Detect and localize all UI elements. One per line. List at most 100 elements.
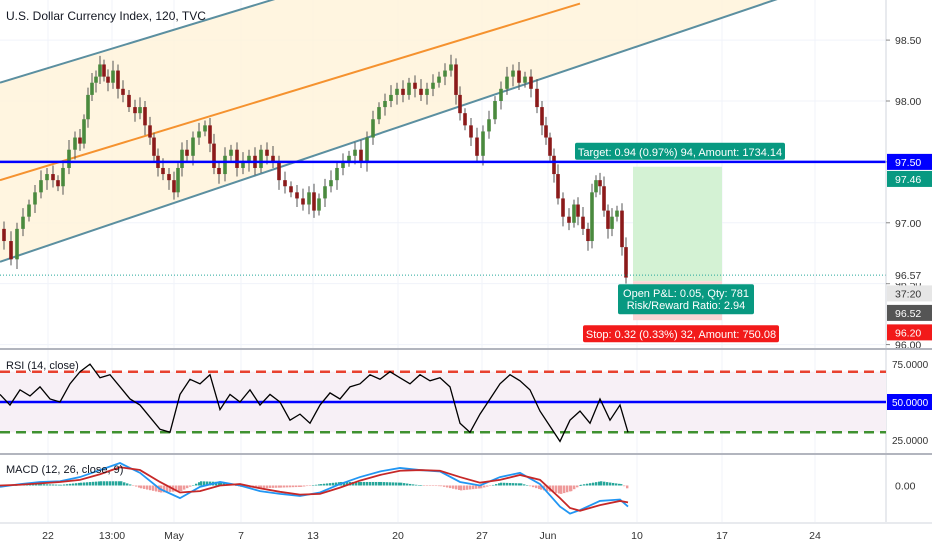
macd-histogram-bar	[189, 485, 192, 487]
candle-body	[341, 161, 345, 168]
rsi-tick-label: 75.0000	[892, 360, 929, 371]
candle-body	[407, 82, 411, 95]
macd-histogram-bar	[72, 483, 75, 486]
macd-histogram-bar	[383, 482, 386, 486]
macd-histogram-bar	[309, 485, 312, 486]
macd-histogram-bar	[555, 485, 558, 493]
macd-histogram-bar	[432, 485, 435, 486]
candle-body	[121, 88, 125, 95]
macd-histogram-bar	[35, 484, 38, 486]
macd-histogram-bar	[149, 485, 152, 491]
candle-body	[223, 155, 227, 175]
candle-body	[419, 88, 423, 95]
macd-histogram-bar	[258, 485, 261, 489]
macd-histogram-bar	[180, 485, 183, 492]
svg-text:Open P&L: 0.05, Qty: 781: Open P&L: 0.05, Qty: 781	[623, 288, 749, 300]
macd-histogram-bar	[532, 485, 535, 488]
macd-histogram-bar	[452, 485, 455, 489]
macd-histogram-bar	[412, 484, 415, 486]
candle-body	[61, 167, 65, 187]
candle-body	[51, 174, 55, 181]
macd-histogram-bar	[303, 485, 306, 487]
target-label: Target: 0.94 (0.97%) 94, Amount: 1734.14	[575, 142, 785, 160]
macd-histogram-bar	[429, 485, 432, 486]
time-tick-label: 17	[716, 530, 728, 542]
candle-body	[307, 192, 311, 205]
macd-histogram-bar	[458, 485, 461, 490]
macd-histogram-bar	[178, 485, 181, 492]
candle-body	[548, 137, 552, 156]
macd-histogram-bar	[106, 481, 109, 486]
macd-histogram-bar	[203, 481, 206, 486]
macd-histogram-bar	[518, 483, 521, 486]
candle-body	[395, 88, 399, 95]
candle-body	[82, 119, 86, 144]
macd-histogram-bar	[55, 484, 58, 486]
candle-body	[606, 210, 610, 229]
macd-histogram-bar	[195, 483, 198, 486]
candle-body	[102, 64, 106, 77]
macd-histogram-bar	[395, 482, 398, 486]
candle-body	[289, 186, 293, 193]
candle-body	[481, 131, 485, 156]
macd-histogram-bar	[589, 483, 592, 486]
price-axis-tag: 97.50	[887, 153, 932, 170]
macd-histogram-bar	[460, 485, 463, 491]
macd-histogram-bar	[398, 482, 401, 486]
macd-histogram-bar	[529, 485, 532, 487]
channel-middle-line	[0, 2, 581, 182]
candle-body	[45, 174, 49, 181]
candle-body	[353, 149, 357, 156]
candle-body	[561, 198, 565, 217]
candle-body	[86, 94, 90, 120]
price-axis-tag: 96.52	[887, 304, 932, 321]
macd-histogram-bar	[320, 484, 323, 486]
macd-histogram-bar	[306, 485, 309, 487]
macd-histogram-bar	[369, 481, 372, 486]
macd-histogram-bar	[598, 481, 601, 486]
svg-text:97.50: 97.50	[895, 157, 921, 169]
macd-histogram-bar	[295, 485, 298, 488]
candle-body	[235, 149, 239, 168]
candle-body	[317, 198, 321, 211]
candle-body	[594, 180, 598, 193]
rsi-tick-label: 25.0000	[892, 436, 929, 447]
macd-histogram-bar	[132, 485, 135, 486]
macd-histogram-bar	[606, 482, 609, 486]
candle-body	[98, 64, 102, 77]
macd-histogram-bar	[603, 481, 606, 486]
candle-body	[401, 88, 405, 95]
svg-text:96.57: 96.57	[895, 270, 921, 282]
candle-body	[94, 76, 98, 83]
candle-body	[176, 167, 180, 193]
macd-histogram-bar	[420, 485, 423, 486]
macd-tick-label: 0.00	[895, 480, 916, 492]
macd-histogram-bar	[92, 481, 95, 486]
macd-histogram-bar	[512, 483, 515, 486]
time-tick-label: 27	[476, 530, 488, 542]
candle-body	[9, 241, 13, 260]
candle-body	[493, 100, 497, 120]
candle-body	[463, 113, 467, 126]
rsi-label: RSI (14, close)	[6, 360, 79, 372]
macd-histogram-bar	[415, 484, 418, 486]
candle-body	[27, 204, 31, 217]
candle-body	[283, 180, 287, 187]
macd-histogram-bar	[40, 484, 43, 486]
macd-histogram-bar	[80, 482, 83, 486]
candle-body	[301, 198, 305, 205]
macd-histogram-bar	[100, 481, 103, 486]
macd-histogram-bar	[438, 485, 441, 487]
candle-body	[371, 119, 375, 138]
macd-histogram-bar	[109, 481, 112, 486]
macd-histogram-bar	[363, 481, 366, 486]
candle-body	[111, 70, 115, 83]
candle-body	[312, 192, 316, 211]
candle-body	[347, 155, 351, 162]
candle-body	[540, 107, 544, 126]
macd-histogram-bar	[52, 484, 55, 486]
candle-body	[511, 70, 515, 77]
macd-histogram-bar	[576, 485, 579, 488]
macd-histogram-bar	[75, 483, 78, 486]
